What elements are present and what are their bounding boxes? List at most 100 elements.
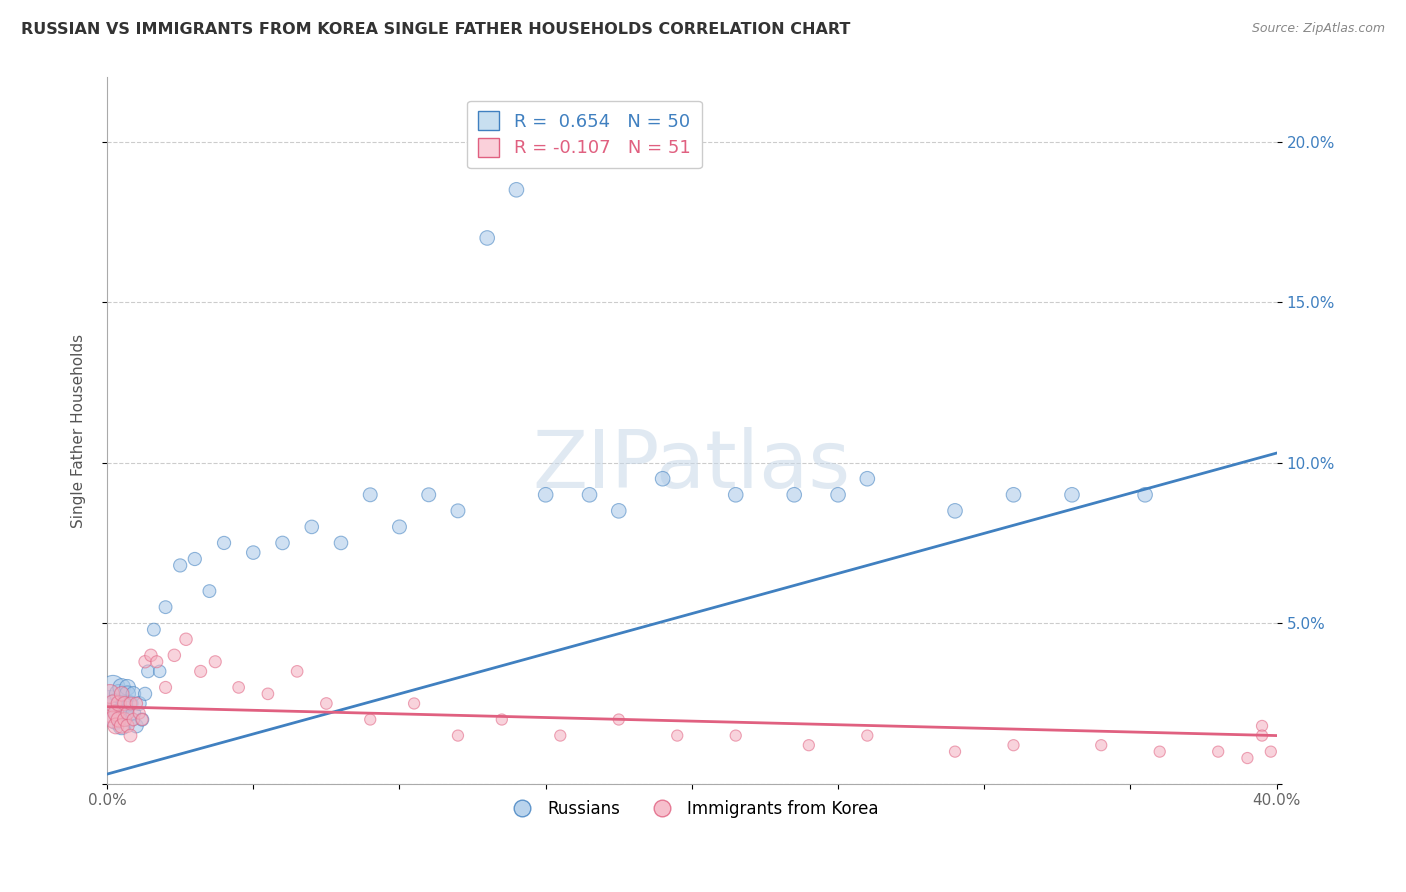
Point (107, 713, 129, 727)
Point (301, 520, 323, 534)
Point (117, 687, 139, 701)
Point (107, 706, 129, 720)
Point (163, 648, 186, 663)
Point (1260, 745, 1282, 759)
Point (359, 713, 381, 727)
Point (1251, 719, 1274, 733)
Point (1206, 745, 1229, 759)
Point (111, 719, 134, 733)
Point (190, 665, 212, 679)
Point (578, 488, 600, 502)
Point (142, 623, 165, 637)
Point (98, 697, 121, 711)
Point (651, 472, 673, 486)
Point (505, 183, 527, 197)
Point (856, 729, 879, 743)
Point (330, 536, 353, 550)
Point (607, 713, 630, 727)
Point (98, 687, 121, 701)
Point (418, 488, 440, 502)
Point (1090, 738, 1112, 752)
Legend: Russians, Immigrants from Korea: Russians, Immigrants from Korea (499, 794, 884, 825)
Point (122, 713, 145, 727)
Point (101, 713, 124, 727)
Point (827, 488, 849, 502)
Point (114, 697, 136, 711)
Point (724, 729, 747, 743)
Point (943, 745, 966, 759)
Point (228, 681, 250, 695)
Point (146, 655, 169, 669)
Point (271, 536, 294, 550)
Point (548, 729, 571, 743)
Point (174, 632, 197, 647)
Point (285, 665, 308, 679)
Point (104, 713, 127, 727)
Point (122, 687, 145, 701)
Point (120, 713, 142, 727)
Point (155, 600, 177, 615)
Point (797, 738, 820, 752)
Point (1002, 488, 1025, 502)
Point (155, 681, 177, 695)
Point (1060, 488, 1083, 502)
Point (111, 719, 134, 733)
Point (666, 729, 689, 743)
Point (212, 536, 235, 550)
Point (242, 545, 264, 559)
Point (120, 729, 142, 743)
Point (101, 697, 124, 711)
Point (134, 655, 156, 669)
Point (1133, 488, 1156, 502)
Point (117, 681, 139, 695)
Point (131, 713, 153, 727)
Point (128, 697, 150, 711)
Point (404, 697, 426, 711)
Text: Source: ZipAtlas.com: Source: ZipAtlas.com (1251, 22, 1385, 36)
Point (184, 552, 207, 566)
Point (134, 687, 156, 701)
Point (169, 558, 191, 573)
Point (783, 488, 806, 502)
Point (607, 504, 630, 518)
Point (1149, 745, 1171, 759)
Point (128, 706, 150, 720)
Point (149, 665, 172, 679)
Point (136, 665, 159, 679)
Point (257, 687, 280, 701)
Point (1236, 751, 1258, 765)
Point (125, 719, 148, 733)
Point (315, 697, 337, 711)
Point (114, 697, 136, 711)
Point (125, 697, 148, 711)
Point (104, 697, 127, 711)
Point (114, 706, 136, 720)
Point (1002, 738, 1025, 752)
Point (943, 504, 966, 518)
Point (388, 520, 411, 534)
Point (198, 584, 221, 599)
Point (120, 697, 142, 711)
Point (107, 687, 129, 701)
Point (139, 648, 162, 663)
Point (107, 697, 129, 711)
Point (114, 713, 136, 727)
Y-axis label: Single Father Households: Single Father Households (72, 334, 86, 528)
Point (111, 687, 134, 701)
Point (104, 706, 127, 720)
Point (534, 488, 557, 502)
Text: RUSSIAN VS IMMIGRANTS FROM KOREA SINGLE FATHER HOUSEHOLDS CORRELATION CHART: RUSSIAN VS IMMIGRANTS FROM KOREA SINGLE … (21, 22, 851, 37)
Point (98, 706, 121, 720)
Point (104, 719, 127, 733)
Point (204, 655, 226, 669)
Point (111, 681, 134, 695)
Point (117, 706, 139, 720)
Point (122, 706, 145, 720)
Point (359, 488, 381, 502)
Point (856, 472, 879, 486)
Point (491, 713, 513, 727)
Point (117, 719, 139, 733)
Point (477, 231, 499, 245)
Point (724, 488, 747, 502)
Point (101, 681, 124, 695)
